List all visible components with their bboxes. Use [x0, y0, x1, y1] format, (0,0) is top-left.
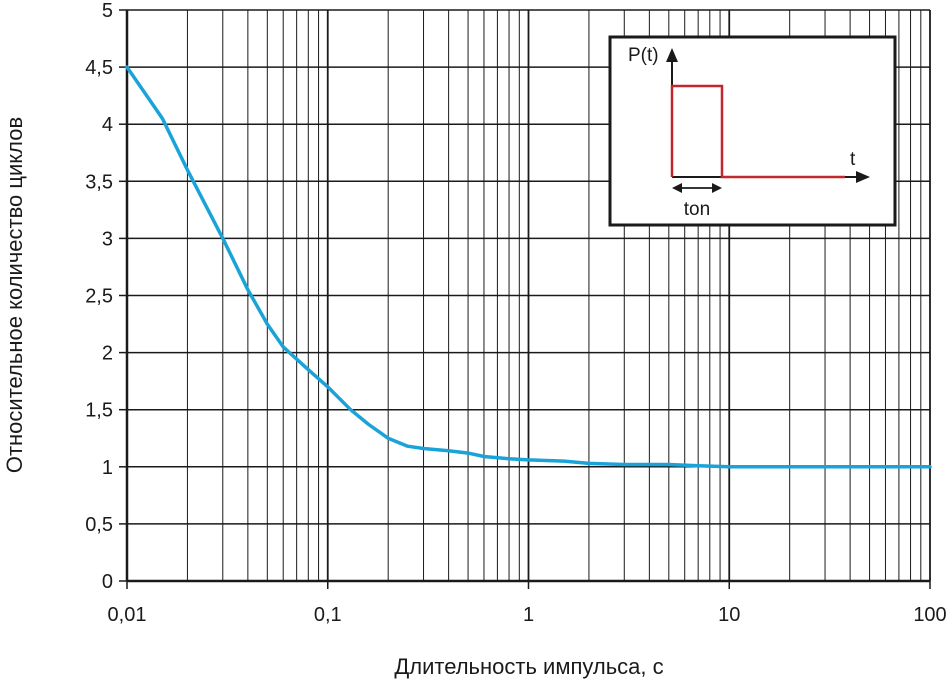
y-axis-label: Относительное количество циклов — [2, 117, 27, 473]
y-tick-label: 5 — [102, 0, 113, 22]
x-tick-label: 100 — [913, 604, 946, 626]
x-axis-ticks: 0,01 0,1 1 10 100 — [108, 581, 947, 626]
y-tick-label: 1,5 — [85, 400, 113, 422]
inset-frame — [608, 35, 897, 227]
ton-arrow-left — [672, 183, 682, 193]
inset-x-arrowhead — [856, 171, 870, 183]
x-tick-label: 10 — [718, 604, 740, 626]
y-tick-label: 0 — [102, 571, 113, 593]
x-axis-label: Длительность импульса, с — [394, 654, 663, 679]
series-line — [125, 65, 932, 469]
y-tick-label: 0,5 — [85, 514, 113, 536]
inset-y-arrowhead — [666, 48, 678, 62]
y-tick-label: 3 — [102, 228, 113, 250]
inset-ton-label: ton — [684, 199, 710, 220]
x-tick-label: 1 — [523, 604, 534, 626]
series-layer — [125, 65, 932, 469]
inset-x-label: t — [850, 149, 856, 170]
inset-pulse — [670, 84, 845, 179]
y-tick-label: 1 — [102, 457, 113, 479]
y-axis-ticks: 0 0,5 1 1,5 2 2,5 3 3,5 4 4,5 5 — [85, 0, 127, 593]
y-tick-label: 4,5 — [85, 57, 113, 79]
ton-arrow-right — [712, 183, 722, 193]
y-tick-label: 4 — [102, 114, 113, 136]
x-tick-label: 0,01 — [108, 604, 147, 626]
x-tick-label: 0,1 — [314, 604, 342, 626]
inset-y-label: P(t) — [628, 45, 659, 66]
y-tick-label: 3,5 — [85, 171, 113, 193]
y-tick-label: 2 — [102, 343, 113, 365]
y-tick-label: 2,5 — [85, 286, 113, 308]
pulse-inset: P(t) t ton — [608, 35, 897, 227]
